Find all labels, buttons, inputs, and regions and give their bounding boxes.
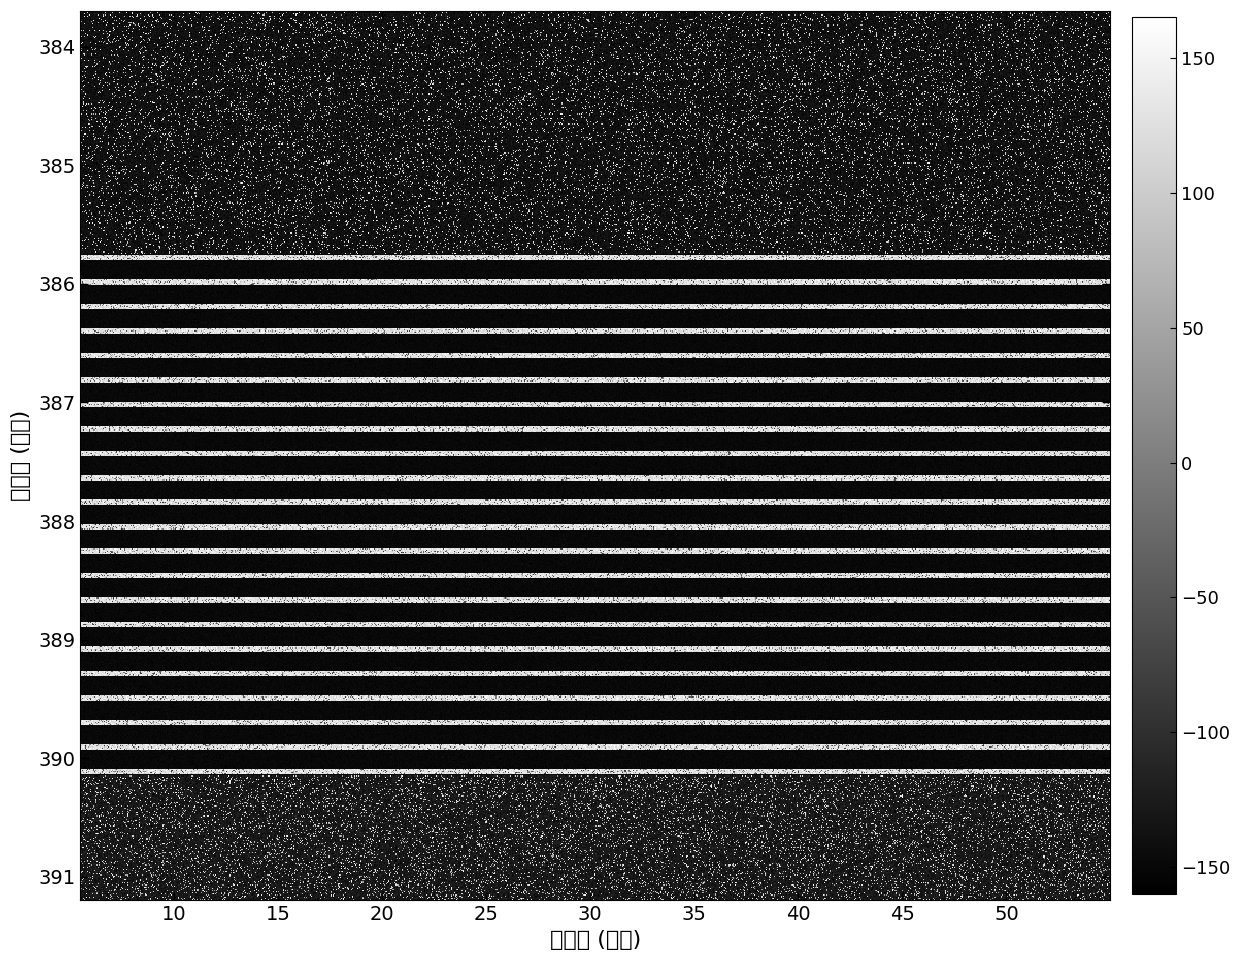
Y-axis label: 距离向 (公里): 距离向 (公里) — [11, 410, 31, 502]
X-axis label: 方位向 (公里): 方位向 (公里) — [549, 930, 641, 949]
